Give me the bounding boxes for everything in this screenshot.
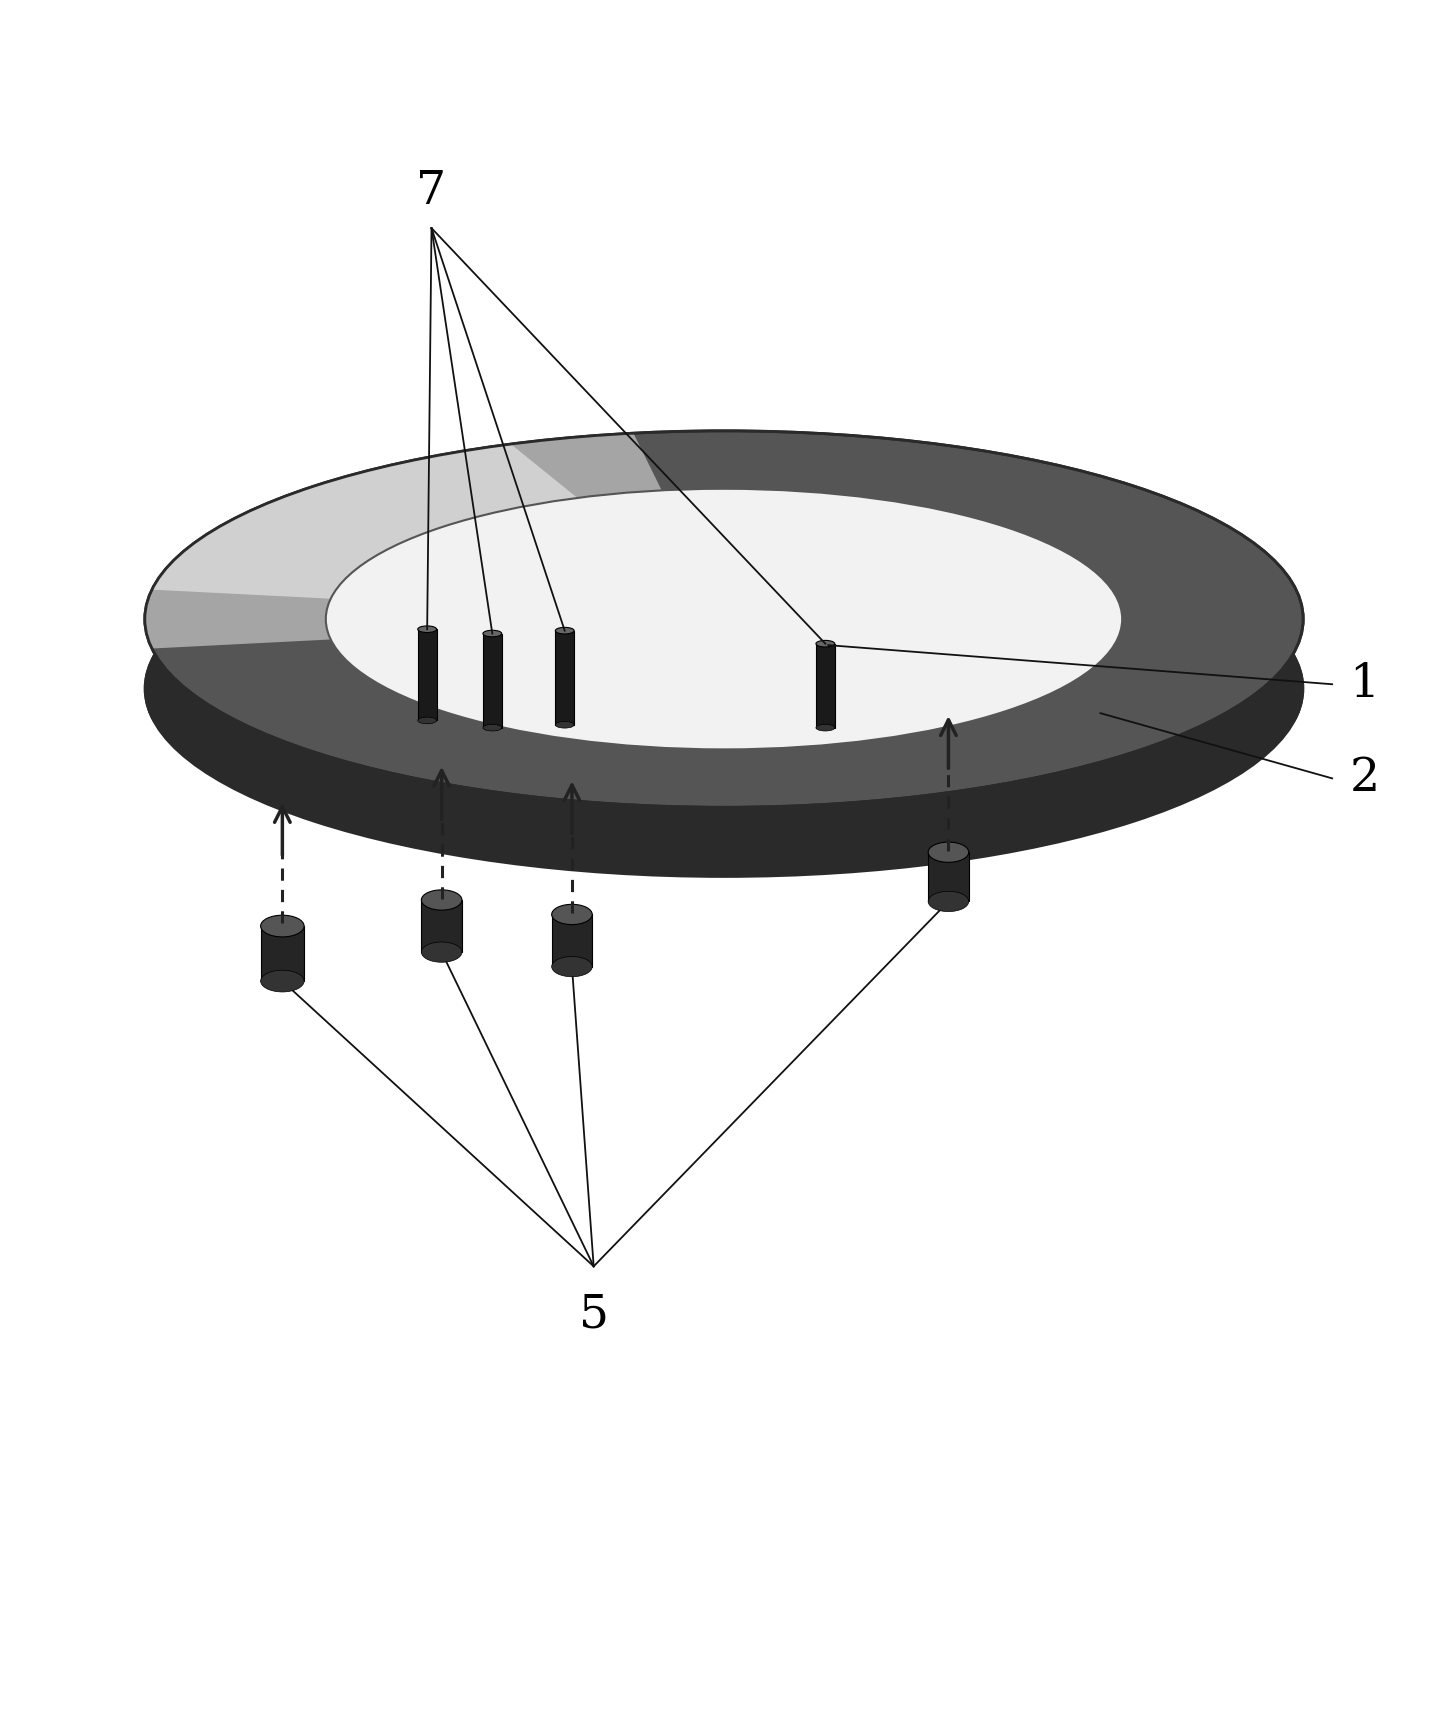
Ellipse shape [552,904,592,925]
Bar [928,853,969,901]
Ellipse shape [326,489,1122,750]
Ellipse shape [555,628,573,633]
Ellipse shape [928,843,969,863]
Text: 2: 2 [1350,755,1380,801]
Bar [261,927,304,982]
Ellipse shape [145,501,1303,877]
Ellipse shape [484,630,502,637]
Text: 5: 5 [579,1292,608,1338]
Text: 7: 7 [417,168,446,213]
Ellipse shape [326,544,1122,805]
Bar [484,633,502,728]
Ellipse shape [417,626,436,633]
Ellipse shape [145,431,1303,807]
Ellipse shape [815,724,834,731]
Ellipse shape [421,891,462,909]
Bar [421,899,462,952]
Bar [555,631,573,724]
Ellipse shape [261,970,304,992]
Ellipse shape [555,721,573,728]
Ellipse shape [552,956,592,976]
Ellipse shape [421,942,462,963]
Ellipse shape [417,717,436,724]
Text: 1: 1 [1350,662,1380,707]
Bar [817,644,834,728]
Ellipse shape [928,891,969,911]
Bar [552,915,592,966]
Polygon shape [145,432,662,649]
Ellipse shape [261,915,304,937]
Ellipse shape [484,724,502,731]
Ellipse shape [815,640,834,647]
Ellipse shape [326,489,1122,750]
Bar [417,630,437,721]
Polygon shape [152,444,578,599]
